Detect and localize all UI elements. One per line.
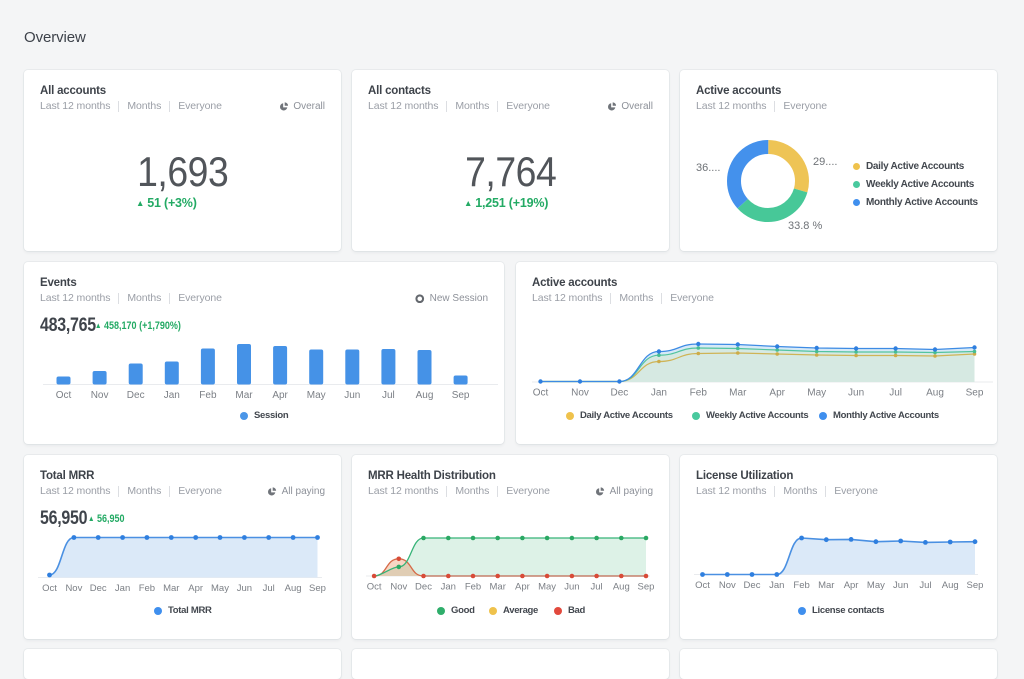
- svg-text:Jan: Jan: [651, 388, 667, 399]
- svg-text:Feb: Feb: [690, 388, 708, 399]
- svg-text:Jul: Jul: [591, 582, 603, 593]
- svg-text:33.8 %: 33.8 %: [788, 220, 822, 232]
- svg-text:Dec: Dec: [744, 580, 761, 591]
- svg-text:Mar: Mar: [490, 582, 506, 593]
- svg-text:Aug: Aug: [942, 580, 959, 591]
- svg-text:Jul: Jul: [263, 583, 275, 594]
- svg-text:Jul: Jul: [382, 390, 395, 401]
- svg-text:Aug: Aug: [285, 583, 302, 594]
- svg-text:Feb: Feb: [793, 580, 809, 591]
- svg-text:Aug: Aug: [613, 582, 630, 593]
- svg-text:36....: 36....: [696, 162, 720, 174]
- svg-text:Apr: Apr: [844, 580, 859, 591]
- svg-text:Jan: Jan: [115, 583, 130, 594]
- svg-text:Jan: Jan: [769, 580, 784, 591]
- svg-text:Jan: Jan: [441, 582, 456, 593]
- svg-text:Dec: Dec: [611, 388, 629, 399]
- svg-text:Nov: Nov: [719, 580, 736, 591]
- svg-text:Apr: Apr: [515, 582, 530, 593]
- svg-text:Sep: Sep: [452, 390, 470, 401]
- svg-text:May: May: [211, 583, 229, 594]
- svg-text:Feb: Feb: [139, 583, 155, 594]
- svg-text:Oct: Oct: [42, 583, 57, 594]
- svg-text:Oct: Oct: [533, 388, 549, 399]
- svg-text:Sep: Sep: [967, 580, 984, 591]
- svg-text:Mar: Mar: [163, 583, 179, 594]
- svg-text:Oct: Oct: [695, 580, 710, 591]
- svg-text:29....: 29....: [813, 156, 837, 168]
- svg-text:Feb: Feb: [199, 390, 217, 401]
- svg-text:Dec: Dec: [90, 583, 107, 594]
- svg-text:Aug: Aug: [416, 390, 434, 401]
- svg-text:Jun: Jun: [564, 582, 579, 593]
- svg-text:Aug: Aug: [926, 388, 944, 399]
- svg-text:May: May: [807, 388, 826, 399]
- svg-text:Jun: Jun: [848, 388, 864, 399]
- svg-text:Nov: Nov: [390, 582, 407, 593]
- svg-text:May: May: [867, 580, 885, 591]
- svg-text:Dec: Dec: [415, 582, 432, 593]
- svg-text:Apr: Apr: [272, 390, 288, 401]
- svg-text:Sep: Sep: [309, 583, 326, 594]
- svg-text:Feb: Feb: [465, 582, 481, 593]
- svg-text:Jun: Jun: [237, 583, 252, 594]
- svg-text:Oct: Oct: [56, 390, 72, 401]
- svg-text:Jun: Jun: [893, 580, 908, 591]
- svg-text:Mar: Mar: [818, 580, 834, 591]
- svg-text:Nov: Nov: [91, 390, 109, 401]
- svg-text:Sep: Sep: [638, 582, 655, 593]
- svg-text:Apr: Apr: [188, 583, 203, 594]
- svg-text:May: May: [307, 390, 326, 401]
- svg-text:May: May: [538, 582, 556, 593]
- svg-text:Mar: Mar: [235, 390, 253, 401]
- svg-text:Sep: Sep: [966, 388, 984, 399]
- svg-text:Jan: Jan: [164, 390, 180, 401]
- svg-text:Mar: Mar: [729, 388, 747, 399]
- svg-text:Jul: Jul: [889, 388, 902, 399]
- svg-text:Nov: Nov: [65, 583, 82, 594]
- svg-text:Jul: Jul: [919, 580, 931, 591]
- svg-text:Nov: Nov: [571, 388, 589, 399]
- svg-text:Jun: Jun: [344, 390, 360, 401]
- svg-text:Dec: Dec: [127, 390, 145, 401]
- svg-text:Oct: Oct: [367, 582, 382, 593]
- svg-text:Apr: Apr: [769, 388, 785, 399]
